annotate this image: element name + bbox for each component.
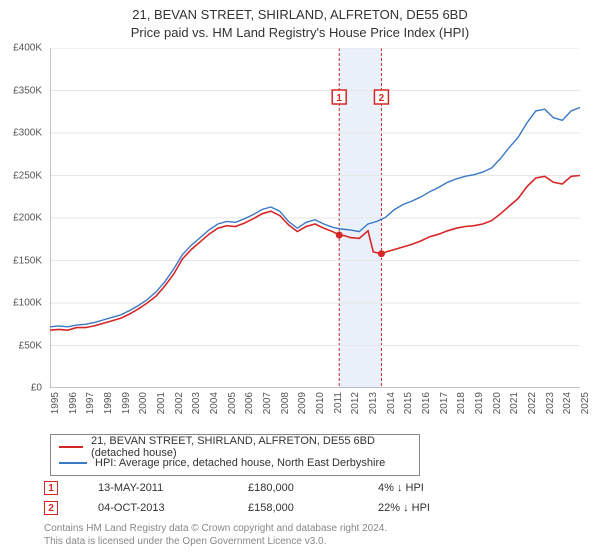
x-axis-labels: 1995199619971998199920002001200220032004… [50, 390, 580, 430]
y-axis-labels: £0£50K£100K£150K£200K£250K£300K£350K£400… [0, 48, 46, 388]
legend-row-hpi: HPI: Average price, detached house, Nort… [59, 455, 411, 471]
legend: 21, BEVAN STREET, SHIRLAND, ALFRETON, DE… [50, 434, 420, 476]
legend-swatch-hpi [59, 462, 87, 464]
license-text: Contains HM Land Registry data © Crown c… [44, 522, 574, 548]
svg-text:1: 1 [336, 93, 342, 104]
sale-price-2: £158,000 [248, 502, 338, 514]
chart-title-subtitle: Price paid vs. HM Land Registry's House … [0, 24, 600, 42]
sale-row-2: 2 04-OCT-2013 £158,000 22% ↓ HPI [44, 498, 574, 518]
plot-area: 12 [50, 48, 580, 388]
legend-row-price-paid: 21, BEVAN STREET, SHIRLAND, ALFRETON, DE… [59, 439, 411, 455]
sale-pct-1: 4% ↓ HPI [378, 482, 498, 494]
legend-label-hpi: HPI: Average price, detached house, Nort… [95, 457, 385, 469]
svg-text:2: 2 [379, 93, 385, 104]
legend-swatch-price-paid [59, 446, 83, 448]
sale-date-1: 13-MAY-2011 [98, 482, 208, 494]
sale-price-1: £180,000 [248, 482, 338, 494]
sale-row-1: 1 13-MAY-2011 £180,000 4% ↓ HPI [44, 478, 574, 498]
license-line-2: This data is licensed under the Open Gov… [44, 535, 574, 548]
chart-svg: 12 [50, 48, 580, 388]
chart-title-address: 21, BEVAN STREET, SHIRLAND, ALFRETON, DE… [0, 6, 600, 24]
chart-title-block: 21, BEVAN STREET, SHIRLAND, ALFRETON, DE… [0, 0, 600, 41]
sale-marker-box-2: 2 [44, 501, 58, 515]
license-line-1: Contains HM Land Registry data © Crown c… [44, 522, 574, 535]
legend-label-price-paid: 21, BEVAN STREET, SHIRLAND, ALFRETON, DE… [91, 435, 411, 459]
sale-date-2: 04-OCT-2013 [98, 502, 208, 514]
sale-marker-rows: 1 13-MAY-2011 £180,000 4% ↓ HPI 2 04-OCT… [44, 478, 574, 518]
sale-marker-box-1: 1 [44, 481, 58, 495]
price-chart: { "title": { "line1": "21, BEVAN STREET,… [0, 0, 600, 560]
sale-pct-2: 22% ↓ HPI [378, 502, 498, 514]
